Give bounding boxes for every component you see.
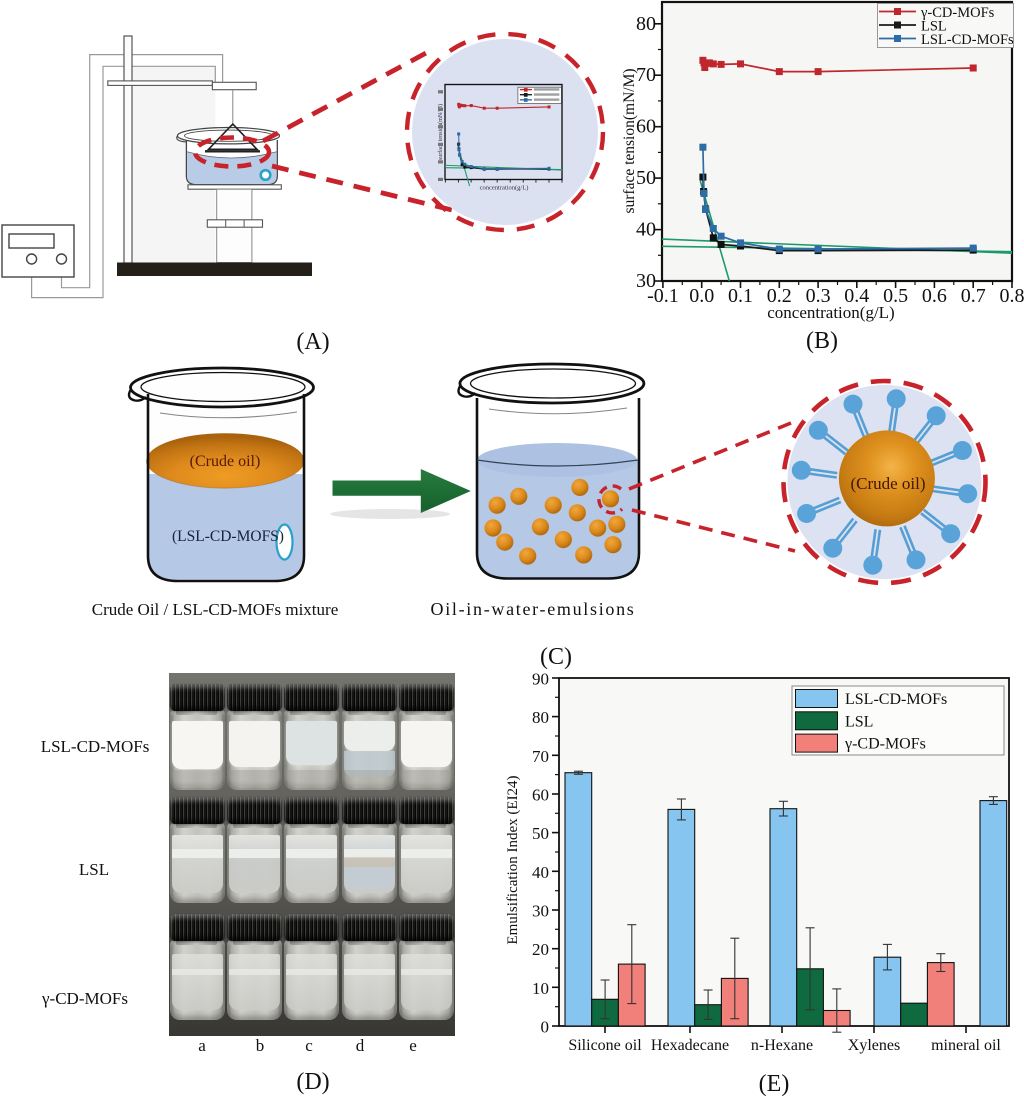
svg-text:0.0: 0.0 <box>689 285 714 307</box>
svg-text:Hexadecane: Hexadecane <box>651 1037 729 1054</box>
svg-text:40: 40 <box>532 863 549 882</box>
svg-text:a: a <box>198 1036 206 1055</box>
svg-text:concentration(g/L): concentration(g/L) <box>767 303 894 322</box>
svg-text:surface tension(mN/M): surface tension(mN/M) <box>437 104 444 160</box>
svg-text:LSL-CD-MOFs: LSL-CD-MOFs <box>921 32 1014 48</box>
svg-text:(A): (A) <box>296 329 329 355</box>
svg-text:LSL-CD-MOFs: LSL-CD-MOFs <box>845 691 947 708</box>
svg-text:LSL: LSL <box>79 860 109 879</box>
svg-text:(B): (B) <box>806 328 838 354</box>
svg-text:80: 80 <box>636 13 656 35</box>
svg-text:(E): (E) <box>759 1071 790 1097</box>
svg-text:10: 10 <box>532 979 549 998</box>
svg-text:LSL-CD-MOFs: LSL-CD-MOFs <box>41 737 150 756</box>
svg-text:60: 60 <box>636 116 656 138</box>
svg-text:(C): (C) <box>540 644 572 670</box>
svg-text:d: d <box>356 1036 365 1055</box>
svg-text:e: e <box>409 1036 417 1055</box>
svg-text:50: 50 <box>532 824 549 843</box>
svg-text:50: 50 <box>636 167 656 189</box>
svg-text:80: 80 <box>532 708 549 727</box>
svg-text:γ-CD-MOFs: γ-CD-MOFs <box>844 736 926 753</box>
svg-text:concentration(g/L): concentration(g/L) <box>480 185 529 192</box>
svg-text:Emulsification Index (EI24): Emulsification Index (EI24) <box>505 775 521 944</box>
svg-text:Silicone oil: Silicone oil <box>568 1037 642 1054</box>
svg-text:(Crude oil): (Crude oil) <box>190 453 261 470</box>
svg-text:mineral oil: mineral oil <box>931 1037 1001 1054</box>
svg-text:-0.1: -0.1 <box>647 285 679 307</box>
svg-text:60: 60 <box>532 786 549 805</box>
svg-text:0: 0 <box>541 1018 550 1037</box>
svg-text:surface tension(mN/M): surface tension(mN/M) <box>621 68 638 213</box>
svg-text:0.7: 0.7 <box>961 285 986 307</box>
svg-text:LSL: LSL <box>921 19 947 35</box>
svg-text:γ-CD-MOFs: γ-CD-MOFs <box>920 5 995 21</box>
svg-text:Xylenes: Xylenes <box>848 1037 900 1054</box>
svg-text:0.1: 0.1 <box>728 285 753 307</box>
svg-text:0.8: 0.8 <box>1000 285 1024 307</box>
svg-text:90: 90 <box>532 670 549 689</box>
svg-text:Oil-in-water-emulsions: Oil-in-water-emulsions <box>431 599 636 619</box>
svg-text:0.6: 0.6 <box>922 285 947 307</box>
svg-text:0.5: 0.5 <box>883 285 908 307</box>
svg-text:(Crude oil): (Crude oil) <box>850 474 925 493</box>
svg-text:30: 30 <box>532 902 549 921</box>
svg-text:0.3: 0.3 <box>806 285 831 307</box>
svg-text:n-Hexane: n-Hexane <box>751 1037 813 1054</box>
svg-text:γ-CD-MOFs: γ-CD-MOFs <box>41 989 128 1008</box>
svg-text:LSL: LSL <box>845 713 873 730</box>
svg-text:70: 70 <box>532 747 549 766</box>
svg-text:40: 40 <box>636 219 656 241</box>
svg-text:0.2: 0.2 <box>767 285 792 307</box>
svg-text:Crude Oil / LSL-CD-MOFs mixtur: Crude Oil / LSL-CD-MOFs mixture <box>92 600 339 619</box>
svg-text:c: c <box>305 1036 313 1055</box>
svg-text:0.4: 0.4 <box>844 285 869 307</box>
svg-text:70: 70 <box>636 64 656 86</box>
svg-text:(LSL-CD-MOFS): (LSL-CD-MOFS) <box>172 528 284 545</box>
svg-text:30: 30 <box>636 270 656 292</box>
svg-text:b: b <box>256 1036 265 1055</box>
svg-text:(D): (D) <box>296 1069 329 1095</box>
svg-text:20: 20 <box>532 940 549 959</box>
